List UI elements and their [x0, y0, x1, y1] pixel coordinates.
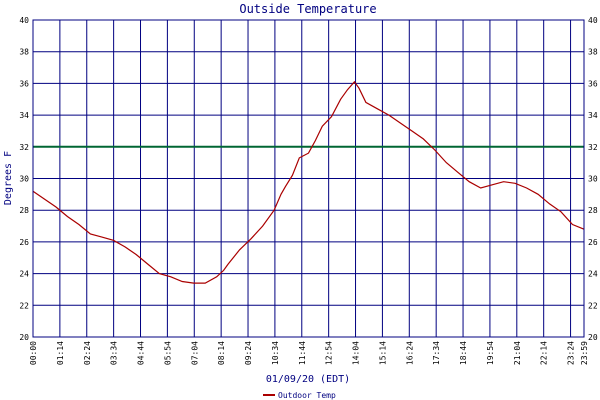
y-tick-label: 22 — [588, 301, 598, 310]
x-tick-label: 14:04 — [352, 341, 361, 365]
y-tick-label: 30 — [19, 175, 29, 184]
y-tick-labels-right: 20 22 24 26 28 30 32 34 36 38 40 — [588, 16, 598, 342]
x-tick-label: 21:04 — [513, 341, 522, 365]
x-tick-label: 12:54 — [325, 341, 334, 365]
legend-label: Outdoor Temp — [278, 391, 336, 400]
y-axis-label: Degrees F — [3, 151, 14, 205]
y-tick-label: 40 — [19, 16, 29, 25]
y-tick-label: 24 — [588, 270, 598, 279]
y-tick-label: 28 — [19, 206, 29, 215]
x-tick-label: 00:00 — [29, 341, 38, 365]
x-tick-label: 10:34 — [271, 341, 280, 365]
x-axis-label: 01/09/20 (EDT) — [266, 374, 350, 385]
x-tick-label: 11:44 — [298, 341, 307, 365]
y-tick-label: 34 — [19, 111, 29, 120]
x-tick-labels: 00:00 01:14 02:24 03:34 04:44 05:54 07:04 08:14… — [29, 341, 589, 365]
y-tick-label: 20 — [19, 333, 29, 342]
y-tick-label: 40 — [588, 16, 598, 25]
y-tick-label: 38 — [588, 48, 598, 57]
y-tick-label: 34 — [588, 111, 598, 120]
grid — [32, 19, 584, 338]
plot-border — [32, 19, 585, 338]
x-tick-label: 09:24 — [244, 341, 253, 365]
x-tick-label: 18:44 — [459, 341, 468, 365]
x-tick-label: 05:54 — [163, 341, 172, 365]
x-tick-label: 01:14 — [56, 341, 65, 365]
series-line-outdoor-temp — [32, 80, 585, 284]
y-tick-label: 22 — [19, 301, 29, 310]
y-tick-label: 36 — [588, 79, 598, 88]
chart-title: Outside Temperature — [239, 2, 376, 16]
legend: Outdoor Temp — [263, 391, 336, 400]
y-tick-label: 38 — [19, 48, 29, 57]
y-tick-label: 26 — [19, 238, 29, 247]
y-tick-label: 32 — [19, 143, 29, 152]
x-tick-label: 02:24 — [83, 341, 92, 365]
y-tick-label: 28 — [588, 206, 598, 215]
x-tick-label-end: 23:59 — [580, 341, 589, 365]
x-tick-label: 04:44 — [137, 341, 146, 365]
x-tick-label: 19:54 — [486, 341, 495, 365]
x-tick-label: 16:24 — [405, 341, 414, 365]
x-tick-label: 23:24 — [567, 341, 576, 365]
x-tick-label: 08:14 — [217, 341, 226, 365]
x-tick-label: 03:34 — [110, 341, 119, 365]
y-tick-label: 32 — [588, 143, 598, 152]
x-tick-label: 15:14 — [378, 341, 387, 365]
y-tick-labels-left: 20 22 24 26 28 30 32 34 36 38 40 — [19, 16, 29, 342]
x-tick-label: 17:34 — [432, 341, 441, 365]
y-tick-label: 26 — [588, 238, 598, 247]
x-tick-label: 22:14 — [540, 341, 549, 365]
y-tick-label: 30 — [588, 175, 598, 184]
x-tick-label: 07:04 — [190, 341, 199, 365]
y-tick-label: 20 — [588, 333, 598, 342]
series-layer — [32, 80, 585, 284]
y-tick-label: 36 — [19, 79, 29, 88]
y-tick-label: 24 — [19, 270, 29, 279]
